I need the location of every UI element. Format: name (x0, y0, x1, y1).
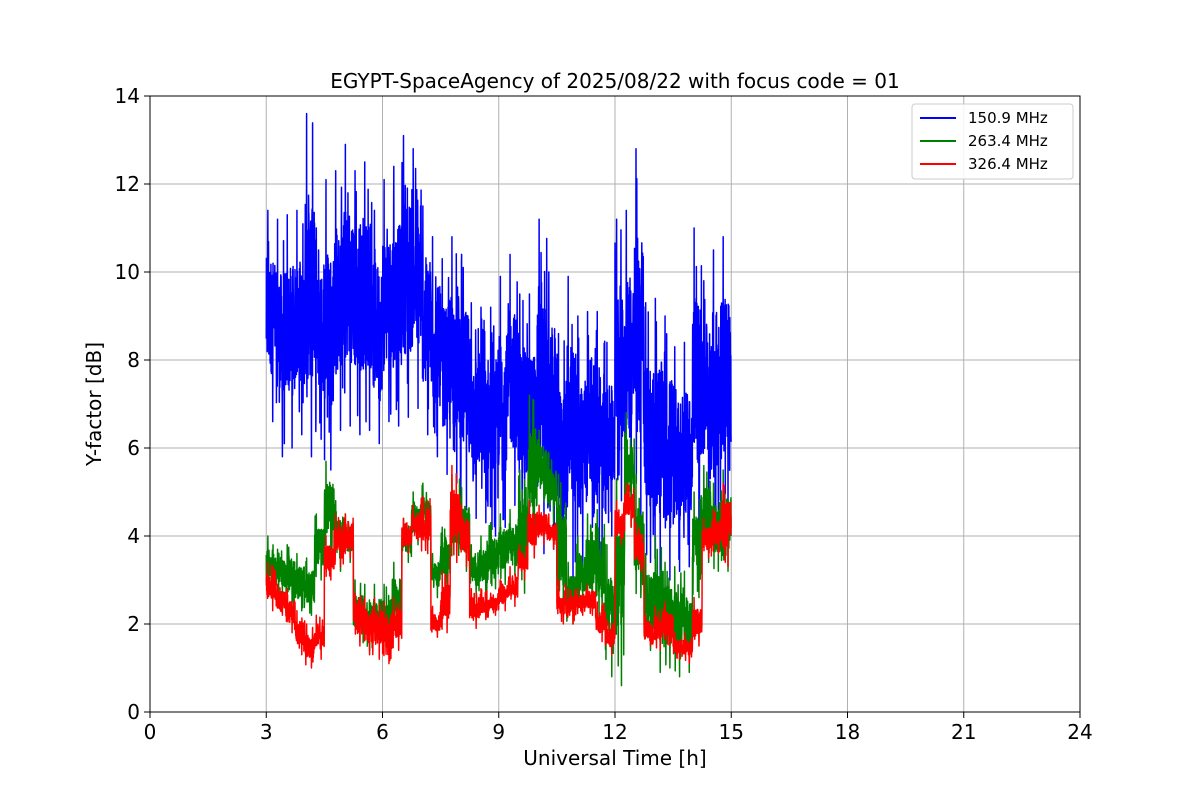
x-tick-label: 3 (260, 720, 273, 744)
x-tick-label: 24 (1067, 720, 1092, 744)
x-tick-label: 0 (144, 720, 157, 744)
y-tick-label: 10 (115, 260, 140, 284)
x-tick-label: 21 (951, 720, 976, 744)
y-tick-label: 0 (127, 700, 140, 724)
legend: 150.9 MHz 263.4 MHz 326.4 MHz (911, 103, 1074, 180)
series-line-3 (265, 464, 732, 669)
y-tick-label: 12 (115, 172, 140, 196)
y-tick-label: 4 (127, 524, 140, 548)
x-tick-label: 12 (602, 720, 627, 744)
y-tick-label: 2 (127, 612, 140, 636)
y-axis-label: Y-factor [dB] (82, 342, 106, 467)
x-tick-label: 9 (492, 720, 505, 744)
x-tick-label: 15 (719, 720, 744, 744)
legend-label: 150.9 MHz (968, 109, 1048, 127)
legend-label: 326.4 MHz (968, 155, 1048, 173)
x-axis-label: Universal Time [h] (523, 746, 706, 770)
chart-title: EGYPT-SpaceAgency of 2025/08/22 with foc… (330, 69, 899, 93)
y-tick-label: 14 (115, 84, 140, 108)
x-tick-label: 18 (835, 720, 860, 744)
series-layer (265, 112, 732, 687)
x-tick-label: 6 (376, 720, 389, 744)
legend-label: 263.4 MHz (968, 132, 1048, 150)
y-tick-label: 8 (127, 348, 140, 372)
series-line-1 (265, 112, 732, 581)
legend-box (911, 103, 1074, 180)
y-tick-label: 6 (127, 436, 140, 460)
